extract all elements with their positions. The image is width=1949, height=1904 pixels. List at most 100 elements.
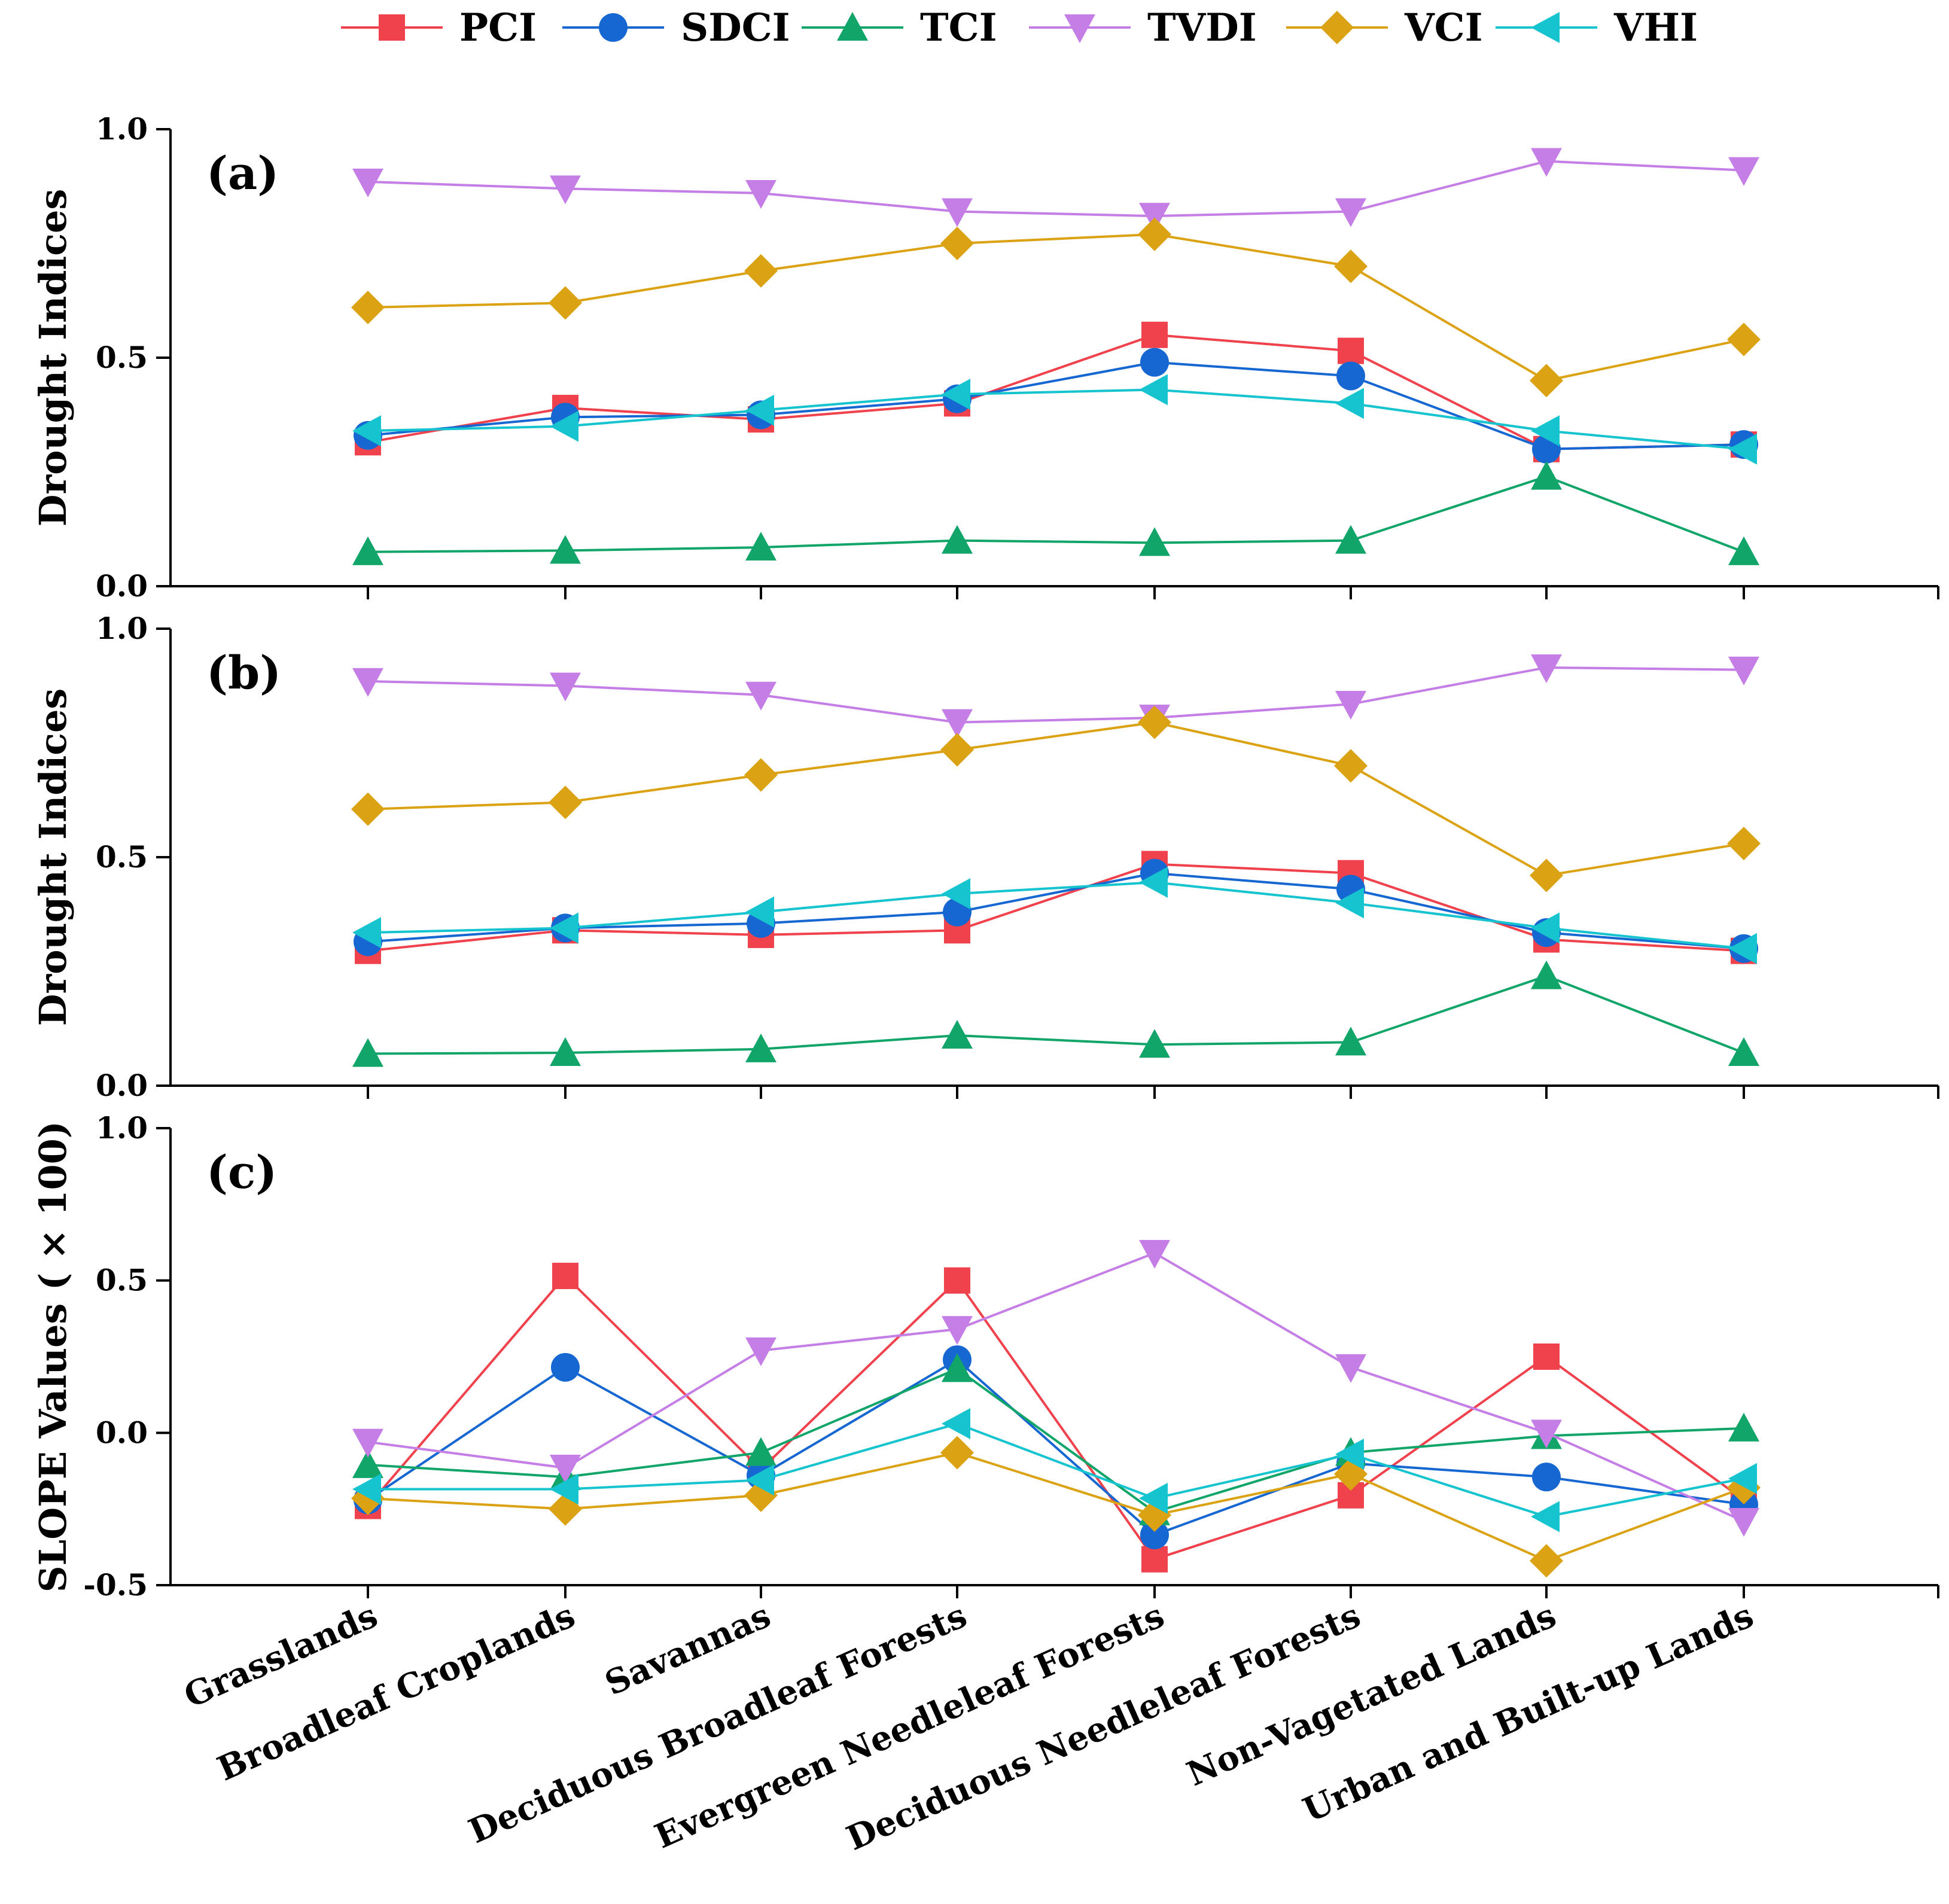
series-vci (351, 705, 1761, 892)
series-line-tvdi (367, 666, 1744, 724)
series-line-pci (367, 1274, 1745, 1561)
point-tvdi-urban-and-built-up-lands (1728, 157, 1759, 186)
point-sdci-evergreen-needleleaf-forests (1140, 348, 1169, 377)
point-vhi-non-vagetated-lands (1531, 415, 1560, 447)
point-vhi-urban-and-built-up-lands (1728, 1463, 1757, 1494)
point-vhi-urban-and-built-up-lands (1728, 933, 1757, 964)
point-pci-non-vagetated-lands (1533, 1344, 1560, 1370)
series-line-pci (367, 333, 1744, 450)
legend-item-tvdi: TVDI (1029, 5, 1257, 50)
point-tvdi-savannas (745, 1337, 776, 1366)
point-tci-grasslands (352, 536, 383, 565)
point-tci-savannas (745, 1033, 776, 1062)
panel-label: (a) (206, 147, 279, 200)
series-tvdi (352, 654, 1759, 738)
point-tvdi-broadleaf-croplands (550, 672, 581, 702)
series-line-tvdi (367, 1251, 1744, 1522)
point-tvdi-urban-and-built-up-lands (1728, 1508, 1759, 1537)
point-vhi-evergreen-needleleaf-forests (1139, 374, 1168, 406)
point-sdci-broadleaf-croplands (551, 1352, 580, 1382)
point-tvdi-evergreen-needleleaf-forests (1139, 1239, 1170, 1269)
point-vhi-deciduous-broadleaf-forests (942, 1408, 970, 1440)
point-tvdi-non-vagetated-lands (1531, 148, 1562, 177)
point-pci-evergreen-needleleaf-forests (1141, 321, 1168, 348)
legend-marker-sdci (599, 13, 628, 42)
point-vhi-grasslands (352, 917, 381, 949)
point-vhi-deciduous-broadleaf-forests (942, 379, 970, 410)
point-vci-deciduous-broadleaf-forests (940, 1436, 974, 1470)
y-tick-label: 0.0 (96, 568, 148, 604)
series-line-vhi (367, 388, 1744, 450)
point-vci-deciduous-broadleaf-forests (940, 733, 974, 767)
y-axis-title: Drought Indices (31, 689, 75, 1026)
point-vci-non-vagetated-lands (1530, 858, 1563, 892)
point-vci-urban-and-built-up-lands (1727, 322, 1761, 357)
point-vci-grasslands (351, 290, 385, 324)
series-tvdi (352, 148, 1759, 232)
y-tick-label: 1.0 (96, 1110, 148, 1146)
panel-label: (c) (206, 1146, 277, 1199)
series-line-tci (367, 475, 1744, 553)
legend-marker-pci (379, 14, 405, 41)
point-tci-deciduous-broadleaf-forests (942, 525, 973, 554)
panel-c: -0.5 0.0 0.5 1.0 SLOPE Values ( × 100) (c) (31, 1110, 1939, 1603)
point-tci-urban-and-built-up-lands (1728, 1412, 1759, 1442)
panels: 0.0 0.5 1.0 Drought Indices (a) 0.0 0.5 1.0 Drou… (31, 111, 1939, 1603)
y-axis-title: Drought Indices (31, 189, 75, 527)
point-vci-deciduous-broadleaf-forests (940, 227, 974, 260)
legend-item-tci: TCI (802, 5, 997, 50)
series-line-sdci (367, 361, 1744, 450)
point-tvdi-savannas (745, 681, 776, 711)
series-line-sdci (367, 872, 1744, 950)
point-vhi-savannas (745, 896, 774, 928)
point-tvdi-deciduous-needleleaf-forests (1335, 1354, 1366, 1383)
panel-a: 0.0 0.5 1.0 Drought Indices (a) (31, 111, 1939, 604)
point-vhi-urban-and-built-up-lands (1728, 433, 1757, 465)
point-tvdi-grasslands (352, 1428, 383, 1458)
series-vhi (352, 1408, 1757, 1533)
series-tvdi (352, 1239, 1759, 1537)
point-vhi-broadleaf-croplands (550, 410, 578, 442)
point-sdci-non-vagetated-lands (1532, 1463, 1561, 1492)
series-line-pci (367, 863, 1744, 952)
legend: PCI SDCI TCI TVDI VCI VHI (341, 5, 1698, 50)
point-tci-urban-and-built-up-lands (1728, 1037, 1759, 1066)
point-vci-broadleaf-croplands (549, 286, 582, 320)
point-tci-deciduous-needleleaf-forests (1335, 525, 1366, 554)
point-tci-grasslands (352, 1038, 383, 1067)
point-vhi-evergreen-needleleaf-forests (1139, 867, 1168, 898)
legend-marker-tvdi (1064, 14, 1095, 43)
legend-marker-vhi (1531, 12, 1560, 43)
y-tick-label: 0.5 (96, 1263, 148, 1298)
point-vci-non-vagetated-lands (1530, 364, 1563, 398)
point-sdci-deciduous-needleleaf-forests (1336, 361, 1365, 391)
point-vci-deciduous-needleleaf-forests (1334, 249, 1368, 284)
series-pci (355, 1263, 1757, 1573)
point-tvdi-urban-and-built-up-lands (1728, 656, 1759, 686)
point-vhi-savannas (745, 1464, 774, 1496)
point-vhi-non-vagetated-lands (1531, 912, 1560, 944)
series-line-tvdi (367, 160, 1744, 218)
legend-marker-vci (1320, 11, 1354, 44)
point-tci-deciduous-broadleaf-forests (942, 1019, 973, 1049)
point-tci-savannas (745, 1437, 776, 1466)
series-vhi (352, 867, 1757, 964)
y-tick-label: 0.0 (96, 1415, 148, 1450)
point-pci-deciduous-broadleaf-forests (944, 1267, 970, 1294)
point-tvdi-grasslands (352, 168, 383, 197)
point-vhi-broadleaf-croplands (550, 1473, 578, 1505)
point-tvdi-savannas (745, 179, 776, 209)
y-tick-label: -0.5 (83, 1567, 148, 1603)
legend-label-vhi: VHI (1613, 5, 1698, 50)
legend-item-vci: VCI (1286, 5, 1483, 50)
point-pci-deciduous-needleleaf-forests (1338, 337, 1364, 364)
legend-item-pci: PCI (341, 5, 537, 50)
point-tvdi-deciduous-needleleaf-forests (1335, 691, 1366, 720)
point-tci-deciduous-needleleaf-forests (1335, 1026, 1366, 1056)
series-line-vhi (367, 881, 1744, 950)
point-vci-grasslands (351, 792, 385, 826)
point-tvdi-grasslands (352, 668, 383, 697)
series-line-tci (367, 974, 1744, 1055)
